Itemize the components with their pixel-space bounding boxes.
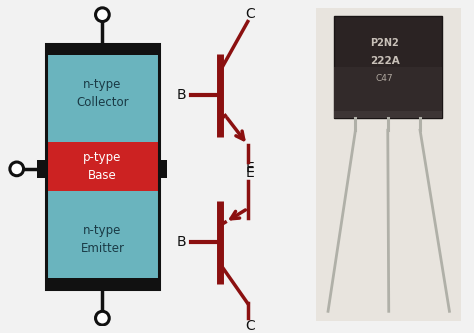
- Text: B: B: [176, 88, 186, 102]
- Bar: [46, 191, 159, 289]
- Text: n-type
Emitter: n-type Emitter: [81, 224, 124, 255]
- Text: E: E: [246, 162, 254, 175]
- Bar: [46, 142, 159, 191]
- Bar: [46, 44, 159, 289]
- Bar: [46, 44, 159, 142]
- Text: 222A: 222A: [370, 56, 400, 66]
- Bar: [334, 67, 442, 118]
- Bar: [46, 278, 159, 289]
- Text: P2N2: P2N2: [370, 38, 399, 48]
- Circle shape: [96, 311, 109, 325]
- Bar: [334, 111, 442, 119]
- Text: C: C: [245, 319, 255, 333]
- Text: n-type
Collector: n-type Collector: [76, 78, 129, 109]
- Text: p-type
Base: p-type Base: [83, 151, 121, 182]
- Circle shape: [10, 162, 24, 176]
- Bar: [159, 160, 167, 178]
- Circle shape: [96, 8, 109, 22]
- Text: C47: C47: [376, 74, 393, 83]
- Text: E: E: [246, 166, 254, 180]
- Bar: [334, 16, 442, 119]
- Bar: [37, 160, 46, 178]
- Bar: [316, 8, 461, 321]
- Text: B: B: [176, 235, 186, 249]
- Bar: [46, 44, 159, 55]
- Text: C: C: [245, 7, 255, 21]
